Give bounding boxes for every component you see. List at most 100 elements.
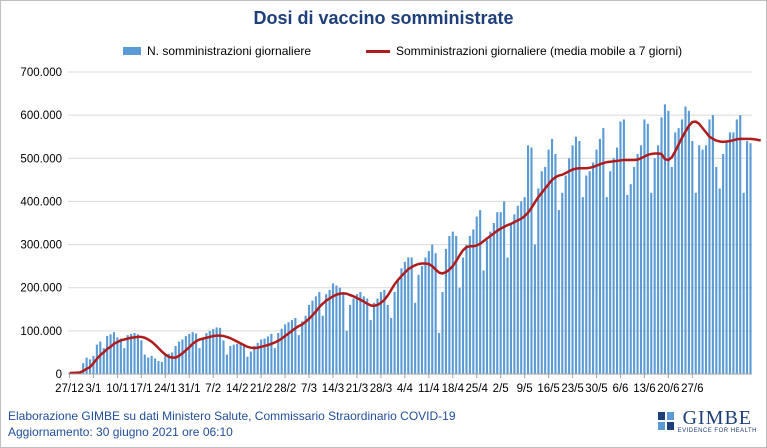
bar [746, 141, 749, 374]
x-tick-label: 10/1 [106, 383, 128, 395]
moving-average-series [69, 120, 762, 375]
bar [109, 334, 112, 374]
bar [407, 257, 410, 374]
bar [328, 289, 331, 374]
x-tick-label: 16/5 [537, 383, 559, 395]
bar [373, 302, 376, 374]
bar [537, 188, 540, 374]
chart-footer: Elaborazione GIMBE su dati Ministero Sal… [8, 408, 456, 440]
update-note: Aggiornamento: 30 giugno 2021 ore 06:10 [8, 425, 233, 439]
bar [266, 336, 270, 374]
y-tick-label: 0 [56, 369, 62, 381]
bar [540, 171, 543, 374]
bar [307, 304, 311, 374]
bar [674, 132, 677, 374]
bar [485, 240, 489, 374]
bar [153, 358, 157, 374]
bar [390, 317, 393, 374]
y-tick-label: 100.000 [20, 326, 62, 338]
bar [157, 361, 160, 374]
bar [458, 287, 461, 374]
bar [561, 192, 564, 374]
bar [547, 149, 550, 374]
bar [650, 192, 653, 374]
bar [530, 147, 533, 374]
logo-name: GIMBE [682, 407, 753, 429]
bar [102, 348, 105, 374]
bar [232, 344, 235, 374]
x-tick-label: 14/2 [226, 383, 248, 395]
bar [704, 145, 708, 374]
bar [592, 162, 595, 374]
bar [451, 231, 454, 374]
bar [660, 117, 663, 375]
bar [472, 229, 475, 374]
bar [520, 201, 523, 374]
bar [325, 294, 328, 374]
bar [691, 141, 694, 374]
bar [85, 357, 88, 374]
bar [639, 145, 643, 374]
y-tick-label: 500.000 [20, 153, 62, 165]
y-tick-label: 400.000 [20, 196, 62, 208]
bar [722, 153, 725, 374]
x-tick-label: 11/4 [418, 383, 440, 395]
x-tick-label: 31/1 [178, 383, 200, 395]
x-tick-label: 30/5 [585, 383, 607, 395]
bar [208, 330, 211, 374]
bar [605, 197, 608, 374]
x-tick-label: 7/2 [205, 383, 221, 395]
bar [236, 343, 239, 374]
bar [229, 345, 232, 374]
bar [461, 257, 465, 374]
bar [725, 141, 728, 374]
bar [359, 292, 362, 374]
bar [749, 143, 752, 374]
bar [140, 340, 143, 374]
bar [164, 354, 167, 374]
bar [598, 138, 601, 374]
bar [448, 235, 451, 374]
legend-swatch-line [366, 49, 390, 53]
bar [126, 335, 129, 374]
bar [417, 274, 420, 374]
legend-label-daily: N. somministrazioni giornaliere [147, 44, 312, 58]
bar [568, 158, 571, 374]
bar [318, 292, 321, 374]
y-tick-label: 300.000 [20, 240, 62, 252]
x-tick-label: 24/1 [154, 383, 176, 395]
bar [136, 334, 140, 374]
bar [403, 261, 406, 374]
bar [112, 332, 116, 374]
bar [321, 315, 324, 374]
bar [670, 166, 673, 374]
bar [646, 123, 649, 375]
x-tick-label: 18/4 [442, 383, 465, 395]
bar [482, 270, 485, 374]
bar [383, 289, 386, 374]
bar [431, 244, 434, 374]
y-tick-label: 200.000 [20, 283, 62, 295]
bar [290, 320, 293, 374]
x-tick-label: 21/2 [250, 383, 272, 395]
bar [509, 223, 513, 374]
bar [612, 158, 615, 374]
bar [479, 210, 482, 374]
bar [195, 333, 198, 374]
bar [263, 338, 266, 374]
bar [636, 153, 639, 374]
bar [119, 338, 122, 374]
bar [496, 212, 499, 374]
bar [701, 149, 704, 374]
bar [578, 141, 581, 374]
bar [571, 145, 574, 374]
bar [239, 342, 242, 374]
bar [362, 296, 365, 374]
x-tick-label: 27/12 [55, 383, 84, 395]
bar [643, 119, 646, 374]
bar [694, 192, 697, 374]
bar [376, 298, 379, 374]
bar [609, 171, 612, 374]
bar [653, 158, 656, 374]
bar [602, 128, 605, 374]
